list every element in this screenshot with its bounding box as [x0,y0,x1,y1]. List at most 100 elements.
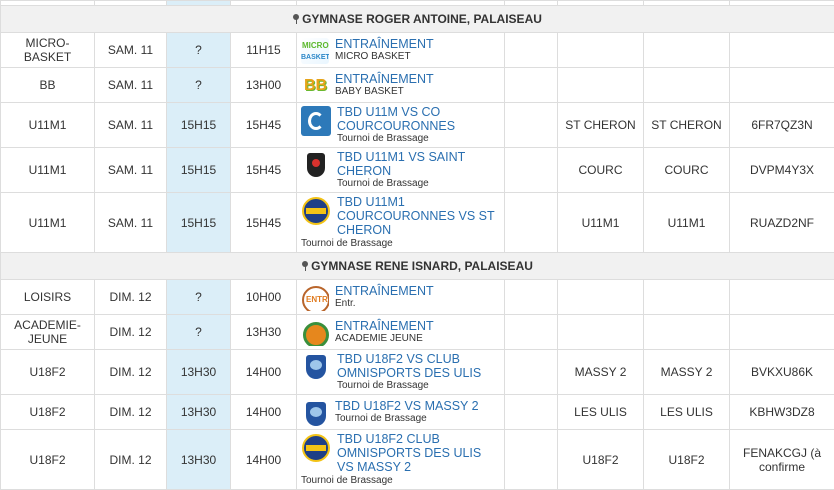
courcouronnes-logo-icon [301,433,331,463]
baby-basket-logo-icon [301,73,329,99]
home-cell [558,280,644,315]
match-cell: ENTRAÎNEMENT ACADEMIE JEUNE [297,315,505,350]
venue-header: GYMNASE RENE ISNARD, PALAISEAU [1,253,834,280]
saint-cheron-logo-icon [301,151,331,181]
match-cell: TBD U11M1 VS SAINT CHERON Tournoi de Bra… [297,148,505,193]
date-cell: SAM. 11 [95,193,167,253]
away-cell [644,68,730,103]
match-cell: ENTRAÎNEMENT Entr. [297,280,505,315]
category-cell: U18F2 [1,395,95,430]
date-cell: DIM. 12 [95,350,167,395]
meet-time-cell: 15H15 [167,103,231,148]
table-row[interactable]: U18F2 DIM. 12 13H30 14H00 TBD U18F2 VS M… [1,395,834,430]
away-cell: LES ULIS [644,395,730,430]
home-cell: LES ULIS [558,395,644,430]
empty-cell [505,350,558,395]
away-cell: ST CHERON [644,103,730,148]
match-subtitle: ACADEMIE JEUNE [335,333,434,345]
meet-time-cell: 15H15 [167,148,231,193]
venue-name: GYMNASE RENE ISNARD, PALAISEAU [311,259,533,273]
category-cell: U18F2 [1,350,95,395]
massy-logo-icon [301,400,329,426]
code-cell [730,33,834,68]
table-row[interactable]: BB SAM. 11 ? 13H00 ENTRAÎNEMENT BABY BAS… [1,68,834,103]
date-cell: DIM. 12 [95,430,167,490]
match-subtitle: Tournoi de Brassage [337,133,500,145]
courcouronnes-logo-icon [301,196,331,226]
table-row[interactable]: U18F2 DIM. 12 13H30 14H00 TBD U18F2 VS C… [1,350,834,395]
home-cell: U11M1 [558,193,644,253]
table-row[interactable]: U11M1 SAM. 11 15H15 15H45 TBD U11M1 COUR… [1,193,834,253]
code-cell: RUAZD2NF [730,193,834,253]
category-cell: U11M1 [1,148,95,193]
empty-cell [505,280,558,315]
home-cell: ST CHERON [558,103,644,148]
category-cell: U18F2 [1,430,95,490]
table-row[interactable]: ACADEMIE-JEUNE DIM. 12 ? 13H30 ENTRAÎNEM… [1,315,834,350]
match-title-link[interactable]: TBD U18F2 CLUB OMNISPORTS DES ULIS VS MA… [337,432,500,474]
start-time-cell: 11H15 [231,33,297,68]
code-cell: FENAKCGJ (à confirme [730,430,834,490]
empty-cell [505,395,558,430]
match-title-link[interactable]: ENTRAÎNEMENT [335,319,434,333]
micro-basket-logo-icon [301,38,329,64]
match-title-link[interactable]: TBD U11M1 VS SAINT CHERON [337,150,500,178]
match-subtitle: MICRO BASKET [335,51,434,63]
meet-time-cell: ? [167,33,231,68]
match-cell: TBD U18F2 CLUB OMNISPORTS DES ULIS VS MA… [297,430,505,490]
match-cell: ENTRAÎNEMENT MICRO BASKET [297,33,505,68]
code-cell: 6FR7QZ3N [730,103,834,148]
match-cell: TBD U18F2 VS MASSY 2 Tournoi de Brassage [297,395,505,430]
table-row[interactable]: U11M1 SAM. 11 15H15 15H45 TBD U11M1 VS S… [1,148,834,193]
match-cell: TBD U11M VS CO COURCOURONNES Tournoi de … [297,103,505,148]
away-cell: MASSY 2 [644,350,730,395]
away-cell: U18F2 [644,430,730,490]
meet-time-cell: 13H30 [167,350,231,395]
match-subtitle: Tournoi de Brassage [337,178,500,190]
date-cell: DIM. 12 [95,315,167,350]
date-cell: SAM. 11 [95,68,167,103]
match-subtitle: Tournoi de Brassage [337,380,500,392]
venue-name: GYMNASE ROGER ANTOINE, PALAISEAU [302,12,542,26]
match-title-link[interactable]: TBD U11M1 COURCOURONNES VS ST CHERON [337,195,500,237]
empty-cell [505,315,558,350]
table-row[interactable]: U11M1 SAM. 11 15H15 15H45 TBD U11M VS CO… [1,103,834,148]
category-cell: U11M1 [1,103,95,148]
away-cell: COURC [644,148,730,193]
meet-time-cell: 13H30 [167,395,231,430]
match-title-link[interactable]: TBD U18F2 VS CLUB OMNISPORTS DES ULIS [337,352,500,380]
home-cell [558,315,644,350]
category-cell: ACADEMIE-JEUNE [1,315,95,350]
home-cell: MASSY 2 [558,350,644,395]
home-cell [558,68,644,103]
meet-time-cell: 13H30 [167,430,231,490]
match-subtitle: Tournoi de Brassage [301,238,500,250]
empty-cell [505,430,558,490]
match-title-link[interactable]: ENTRAÎNEMENT [335,37,434,51]
massy-logo-icon [301,353,331,383]
table-row[interactable]: LOISIRS DIM. 12 ? 10H00 ENTRAÎNEMENT Ent… [1,280,834,315]
empty-cell [505,68,558,103]
code-cell [730,68,834,103]
match-cell: TBD U18F2 VS CLUB OMNISPORTS DES ULIS To… [297,350,505,395]
date-cell: SAM. 11 [95,33,167,68]
start-time-cell: 13H00 [231,68,297,103]
code-cell: BVKXU86K [730,350,834,395]
academie-logo-icon [301,320,329,346]
code-cell [730,280,834,315]
start-time-cell: 15H45 [231,103,297,148]
start-time-cell: 15H45 [231,148,297,193]
match-title-link[interactable]: TBD U11M VS CO COURCOURONNES [337,105,500,133]
match-title-link[interactable]: TBD U18F2 VS MASSY 2 [335,399,479,413]
match-subtitle: Tournoi de Brassage [301,475,500,487]
home-cell [558,33,644,68]
meet-time-cell: ? [167,315,231,350]
table-row[interactable]: U18F2 DIM. 12 13H30 14H00 TBD U18F2 CLUB… [1,430,834,490]
table-row[interactable]: MICRO-BASKET SAM. 11 ? 11H15 ENTRAÎNEMEN… [1,33,834,68]
category-cell: LOISIRS [1,280,95,315]
match-title-link[interactable]: ENTRAÎNEMENT [335,284,434,298]
code-cell: DVPM4Y3X [730,148,834,193]
empty-cell [505,103,558,148]
match-title-link[interactable]: ENTRAÎNEMENT [335,72,434,86]
meet-time-cell: ? [167,68,231,103]
